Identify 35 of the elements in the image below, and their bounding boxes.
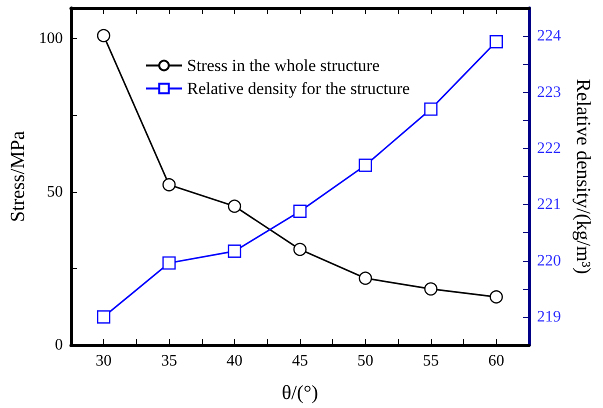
x-tick-label: 40 [226,352,243,370]
point [424,102,438,116]
x-tick-label: 30 [96,352,112,370]
y2-tick-label: 224 [537,28,561,45]
y2-tick-label: 219 [537,308,561,326]
y2-tick-label: 220 [537,252,561,270]
point [358,272,372,285]
point [162,178,176,192]
point [96,310,110,324]
x-tick-label: 50 [357,352,374,370]
y-tick-label: 100 [38,30,63,48]
point [424,282,438,296]
point [358,158,372,172]
x-tick-label: 45 [292,352,308,370]
y-axis-title: Stress/MPa [7,130,29,222]
legend-label: Relative density for the structure [187,79,410,98]
y2-tick-label: 221 [537,196,561,214]
y2-tick-label: 222 [537,140,561,157]
x-tick-label: 55 [422,352,439,370]
legend-label: Stress in the whole structure [187,56,380,75]
y-tick-label: 50 [46,183,63,200]
y-tick-label: 0 [54,336,63,354]
y2-axis-title: Relative density/(kg/m³) [572,78,594,274]
x-axis-title: θ/(°) [282,382,318,404]
x-tick-label: 35 [161,352,178,370]
point [490,290,503,304]
point [228,200,242,213]
point [228,244,242,258]
point [490,35,503,48]
point [293,242,307,256]
y2-tick-label: 223 [537,84,561,101]
point [293,204,307,218]
point [96,28,110,42]
x-tick-label: 60 [488,352,504,370]
point [162,256,176,270]
